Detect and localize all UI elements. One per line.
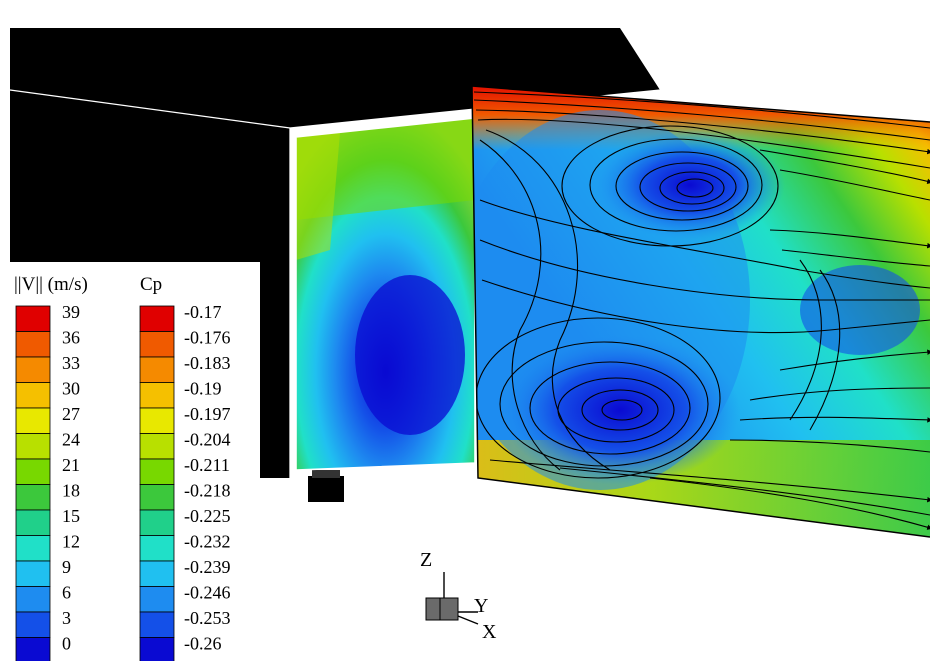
legend-velocity-label: 24 bbox=[62, 430, 80, 450]
legend-velocity-label: 6 bbox=[62, 583, 71, 603]
legend-velocity-swatch bbox=[15, 509, 51, 536]
legend-cp-label: -0.26 bbox=[184, 634, 222, 654]
legend-velocity-swatch bbox=[15, 586, 51, 613]
legend-velocity-swatch bbox=[15, 407, 51, 434]
legend-cp-swatch bbox=[139, 509, 175, 536]
legend-velocity-label: 30 bbox=[62, 379, 80, 399]
legend-cp-swatch bbox=[139, 356, 175, 383]
legend-velocity-label: 0 bbox=[62, 634, 71, 654]
legend-cp-label: -0.176 bbox=[184, 328, 231, 348]
legend-velocity-swatches bbox=[15, 305, 51, 661]
legend-velocity-label: 15 bbox=[62, 506, 80, 526]
body-foot-top bbox=[312, 470, 340, 478]
legend-cp-label: -0.204 bbox=[184, 430, 231, 450]
legend-velocity-swatch bbox=[15, 356, 51, 383]
legend-cp-label: -0.218 bbox=[184, 481, 231, 501]
legend-velocity-swatch bbox=[15, 637, 51, 661]
legend-cp-swatch bbox=[139, 586, 175, 613]
legend-velocity-swatch bbox=[15, 560, 51, 587]
legend-cp-label: -0.197 bbox=[184, 404, 231, 424]
legend-cp-swatch bbox=[139, 637, 175, 661]
legend-velocity-label: 39 bbox=[62, 302, 80, 322]
legend-cp-label: -0.17 bbox=[184, 302, 222, 322]
axis-label-x: X bbox=[482, 621, 497, 643]
legend-velocity-swatch bbox=[15, 331, 51, 358]
upper-vortex-core bbox=[595, 130, 785, 240]
axes-triad-cube bbox=[425, 597, 459, 621]
legend-velocity-label: 33 bbox=[62, 353, 80, 373]
legend-velocity-label: 36 bbox=[62, 328, 80, 348]
legend-velocity-swatch bbox=[15, 433, 51, 460]
wake-plane-outline bbox=[471, 85, 930, 538]
axis-label-z: Z bbox=[420, 549, 432, 571]
legend-velocity-label: 9 bbox=[62, 557, 71, 577]
legend-cp-labels: -0.17 -0.176 -0.183 -0.19 -0.197 -0.204 -0.211… bbox=[184, 302, 231, 654]
legend-cp-swatch bbox=[139, 535, 175, 562]
legend-velocity-label: 27 bbox=[62, 404, 80, 424]
legend-cp-swatch bbox=[139, 331, 175, 358]
axis-label-y: Y bbox=[474, 595, 488, 617]
legend-velocity-swatch bbox=[15, 535, 51, 562]
legend-cp-swatch bbox=[139, 484, 175, 511]
legend-cp-label: -0.239 bbox=[184, 557, 231, 577]
legend-velocity-title: ||V|| (m/s) bbox=[14, 274, 88, 295]
legend-cp-swatch bbox=[139, 611, 175, 638]
legend-velocity-label: 21 bbox=[62, 455, 80, 475]
legend-cp-title: Cp bbox=[140, 274, 162, 295]
legend-cp-swatch bbox=[139, 433, 175, 460]
legend-cp-label: -0.253 bbox=[184, 608, 231, 628]
legend-cp-label: -0.246 bbox=[184, 583, 231, 603]
legend-cp-swatch bbox=[139, 382, 175, 409]
legend-cp-label: -0.183 bbox=[184, 353, 231, 373]
wake-velocity-plane bbox=[472, 86, 930, 537]
streamlines bbox=[473, 91, 930, 530]
legend-velocity-swatch bbox=[15, 611, 51, 638]
legend-cp-swatch bbox=[139, 305, 175, 332]
legend-velocity-swatch bbox=[15, 305, 51, 332]
legend-velocity-swatch bbox=[15, 484, 51, 511]
legend-velocity-label: 18 bbox=[62, 481, 80, 501]
base-pressure-contour bbox=[295, 117, 476, 471]
legend-velocity-swatch bbox=[15, 458, 51, 485]
legend-cp-label: -0.225 bbox=[184, 506, 231, 526]
axes-triad: Z Y X bbox=[420, 549, 497, 643]
legend-cp-swatches bbox=[139, 305, 175, 661]
legend-velocity-label: 3 bbox=[62, 608, 71, 628]
legend-cp-label: -0.232 bbox=[184, 532, 231, 552]
legend-cp-swatch bbox=[139, 407, 175, 434]
legend-cp-label: -0.19 bbox=[184, 379, 222, 399]
body-foot bbox=[308, 476, 344, 502]
legend-cp-label: -0.211 bbox=[184, 455, 230, 475]
legend-cp: Cp -0.17-0.176-0.183-0.19-0.197-0.204-0.… bbox=[139, 274, 231, 661]
legend-velocity-swatch bbox=[15, 382, 51, 409]
legend-cp-swatch bbox=[139, 458, 175, 485]
legend-velocity-label: 12 bbox=[62, 532, 80, 552]
legend-cp-swatch bbox=[139, 560, 175, 587]
